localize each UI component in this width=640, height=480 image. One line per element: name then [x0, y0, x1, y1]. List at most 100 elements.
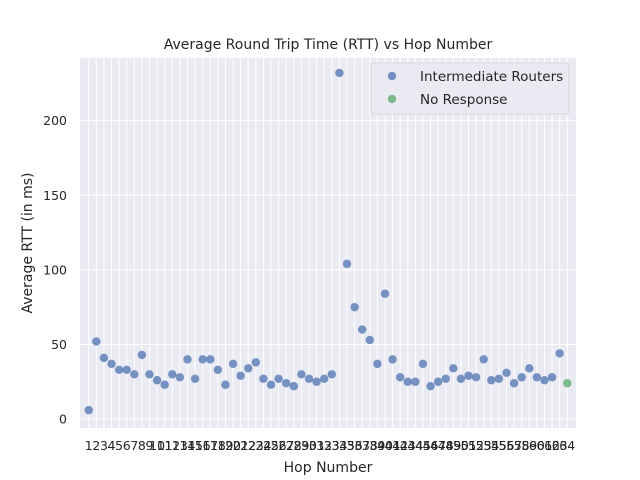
intermediate-router-point — [312, 377, 321, 386]
intermediate-router-point — [320, 374, 329, 383]
x-tick-label: 24 — [255, 438, 271, 453]
intermediate-router-point — [441, 374, 450, 383]
intermediate-router-point — [350, 302, 359, 312]
intermediate-router-point — [160, 380, 169, 389]
intermediate-router-point — [84, 405, 93, 415]
x-tick-label: 19 — [218, 438, 234, 453]
x-tick-label: 12 — [164, 438, 180, 453]
x-tick-label: 60 — [529, 438, 545, 453]
intermediate-router-point — [403, 377, 412, 386]
x-tick-label: 5 — [115, 438, 123, 453]
x-tick-label: 20 — [225, 438, 241, 453]
intermediate-router-point — [449, 364, 458, 373]
x-tick-label: 36 — [347, 438, 363, 453]
x-tick-label: 27 — [278, 438, 294, 453]
intermediate-router-point — [122, 365, 131, 375]
intermediate-router-point — [342, 259, 352, 269]
intermediate-router-point — [107, 359, 116, 369]
x-tick-label: 53 — [476, 438, 492, 453]
x-tick-label: 62 — [544, 438, 560, 453]
x-tick-label: 58 — [514, 438, 530, 453]
x-tick-label: 39 — [369, 438, 385, 453]
y-axis-label: Average RTT (in ms) — [20, 172, 36, 313]
x-tick-label: 35 — [339, 438, 355, 453]
intermediate-router-point — [190, 374, 200, 383]
x-tick-label: 41 — [385, 438, 401, 453]
x-tick-label: 4 — [108, 438, 116, 453]
intermediate-router-point — [289, 382, 299, 391]
y-tick-label: 150 — [43, 188, 67, 203]
intermediate-router-point — [411, 377, 420, 386]
x-tick-label: 33 — [324, 438, 340, 453]
chart-title: Average Round Trip Time (RTT) vs Hop Num… — [164, 37, 493, 53]
intermediate-router-point — [183, 355, 192, 364]
intermediate-router-point — [221, 380, 230, 389]
intermediate-router-point — [471, 373, 481, 382]
x-tick-label: 50 — [453, 438, 469, 453]
x-tick-label: 14 — [180, 438, 196, 453]
intermediate-router-point — [502, 368, 511, 377]
x-tick-label: 17 — [202, 438, 218, 453]
x-tick-label: 59 — [521, 438, 537, 453]
intermediate-router-point — [517, 373, 526, 382]
x-tick-label: 38 — [362, 438, 378, 453]
y-tick-label: 200 — [43, 113, 67, 128]
x-tick-label: 56 — [499, 438, 515, 453]
intermediate-router-point — [168, 370, 177, 379]
x-tick-label: 57 — [506, 438, 522, 453]
intermediate-router-point — [373, 359, 382, 369]
intermediate-router-point — [213, 365, 223, 375]
intermediate-router-point — [464, 371, 473, 380]
x-tick-label: 2 — [92, 438, 100, 453]
x-tick-label: 52 — [468, 438, 484, 453]
x-tick-label: 64 — [559, 438, 575, 453]
intermediate-router-point — [145, 370, 154, 379]
intermediate-router-point — [228, 359, 238, 369]
legend: Intermediate Routers No Response — [370, 62, 570, 115]
x-tick-label: 11 — [157, 438, 173, 453]
intermediate-router-point — [114, 365, 124, 375]
intermediate-router-point — [282, 379, 291, 388]
x-tick-label: 54 — [483, 438, 499, 453]
intermediate-router-point — [92, 337, 101, 346]
intermediate-router-point — [388, 355, 397, 364]
legend-marker-intermediate-routers — [387, 71, 397, 81]
x-tick-label: 32 — [316, 438, 332, 453]
intermediate-router-point — [365, 335, 374, 345]
x-tick-label: 10 — [149, 438, 165, 453]
x-tick-label: 21 — [233, 438, 249, 453]
y-tick-label: 0 — [59, 412, 67, 427]
x-tick-label: 23 — [248, 438, 264, 453]
intermediate-router-point — [236, 371, 245, 380]
x-tick-label: 25 — [263, 438, 279, 453]
intermediate-router-point — [198, 355, 207, 364]
intermediate-router-point — [395, 373, 405, 382]
intermediate-router-point — [297, 370, 306, 379]
x-tick-label: 61 — [537, 438, 553, 453]
x-tick-label: 30 — [301, 438, 317, 453]
x-tick-label: 18 — [210, 438, 226, 453]
intermediate-router-point — [251, 358, 261, 367]
x-tick-label: 13 — [172, 438, 188, 453]
x-tick-label: 44 — [407, 438, 423, 453]
intermediate-router-point — [152, 376, 162, 385]
y-tick-label: 100 — [43, 262, 67, 277]
x-tick-label: 31 — [309, 438, 325, 453]
x-tick-label: 63 — [552, 438, 568, 453]
x-tick-label: 40 — [377, 438, 393, 453]
intermediate-router-point — [130, 370, 139, 379]
x-tick-label: 26 — [271, 438, 287, 453]
intermediate-router-point — [418, 359, 428, 369]
intermediate-router-point — [137, 350, 147, 360]
x-tick-label: 49 — [445, 438, 461, 453]
no-response-point — [563, 379, 572, 388]
x-tick-label: 16 — [195, 438, 211, 453]
intermediate-router-point — [380, 289, 390, 298]
intermediate-router-point — [509, 379, 519, 388]
plot-area — [80, 58, 576, 428]
y-tick-label: 50 — [51, 337, 67, 352]
intermediate-router-point — [487, 376, 496, 385]
x-tick-label: 1 — [85, 438, 93, 453]
legend-label-intermediate-routers: Intermediate Routers — [420, 69, 563, 85]
